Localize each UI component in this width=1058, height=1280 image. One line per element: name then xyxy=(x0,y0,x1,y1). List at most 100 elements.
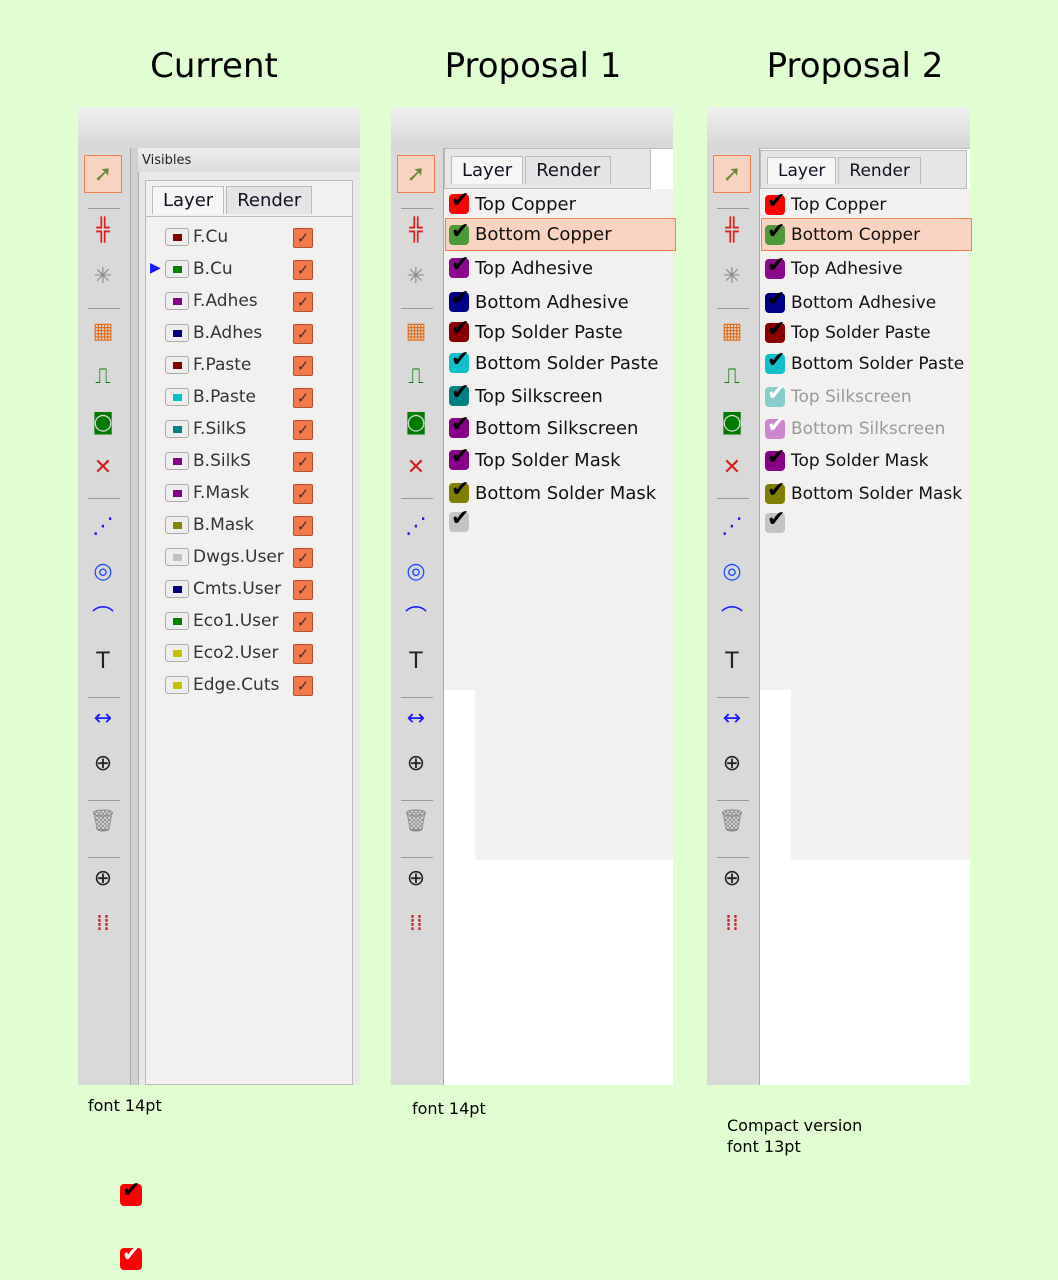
add-arc-tool[interactable]: ⌒ xyxy=(713,597,751,635)
layer-row[interactable]: Cmts.User xyxy=(165,579,281,599)
layer-row[interactable]: Bottom Silkscreen xyxy=(762,413,945,443)
delete-tool[interactable]: 🗑 xyxy=(397,802,435,840)
layer-row[interactable]: Top Copper xyxy=(446,188,576,218)
layer-row[interactable]: Bottom Solder Mask xyxy=(762,478,962,508)
layer-row[interactable]: Top Solder Mask xyxy=(446,444,621,474)
layer-color-swatch[interactable] xyxy=(165,324,189,342)
layer-visibility-checkbox[interactable] xyxy=(765,253,785,279)
layer-visible-checkbox[interactable]: ✓ xyxy=(293,324,313,344)
layer-color-swatch[interactable] xyxy=(165,260,189,278)
tab-layer[interactable]: Layer xyxy=(767,157,837,184)
layer-visibility-checkbox[interactable] xyxy=(449,506,469,532)
layer-row[interactable]: Eco1.User xyxy=(165,611,278,631)
layer-visible-checkbox[interactable]: ✓ xyxy=(293,612,313,632)
local-ratsnest-tool[interactable]: ✳ xyxy=(84,257,122,295)
select-arrow-tool[interactable]: ➚ xyxy=(713,155,751,193)
layer-row[interactable]: Bottom Silkscreen xyxy=(446,412,638,442)
layer-row[interactable]: Bottom Solder Paste xyxy=(762,348,964,378)
layer-row[interactable]: Top Adhesive xyxy=(446,252,593,282)
layer-row[interactable]: Top Silkscreen xyxy=(446,380,603,410)
tab-layer[interactable]: Layer xyxy=(152,186,225,214)
grid-origin-tool[interactable]: ⁞⁞ xyxy=(84,904,122,942)
layer-color-swatch[interactable] xyxy=(165,548,189,566)
tab-render[interactable]: Render xyxy=(226,186,313,214)
layer-visibility-checkbox[interactable] xyxy=(449,444,469,470)
layer-visible-checkbox[interactable]: ✓ xyxy=(293,388,313,408)
layer-row[interactable]: Bottom Solder Paste xyxy=(446,347,658,377)
add-footprint-tool[interactable]: ▦ xyxy=(713,312,751,350)
layer-row[interactable]: Eco2.User xyxy=(165,643,278,663)
layer-row[interactable]: Bottom Adhesive xyxy=(762,287,936,317)
layer-visible-checkbox[interactable]: ✓ xyxy=(293,228,313,248)
layer-row[interactable]: F.Cu xyxy=(165,227,228,247)
layer-visible-checkbox[interactable]: ✓ xyxy=(293,420,313,440)
tab-layer[interactable]: Layer xyxy=(451,156,524,184)
layer-visibility-checkbox[interactable] xyxy=(765,219,785,245)
layer-row[interactable]: Top Solder Paste xyxy=(446,316,623,346)
layer-row[interactable]: B.Adhes xyxy=(165,323,262,343)
local-ratsnest-tool[interactable]: ✳ xyxy=(713,257,751,295)
add-text-tool[interactable]: T xyxy=(84,642,122,680)
add-dimension-tool[interactable]: ↔ xyxy=(397,699,435,737)
layer-visible-checkbox[interactable]: ✓ xyxy=(293,292,313,312)
route-track-tool[interactable]: ⎍ xyxy=(397,357,435,395)
tab-render[interactable]: Render xyxy=(838,157,921,184)
layer-visibility-checkbox[interactable] xyxy=(765,287,785,313)
layer-color-swatch[interactable] xyxy=(165,420,189,438)
place-origin-tool[interactable]: ⊕ xyxy=(84,859,122,897)
layer-color-swatch[interactable] xyxy=(165,484,189,502)
add-graphic-line-tool[interactable]: ⋰ xyxy=(84,507,122,545)
layer-row[interactable]: Bottom Copper xyxy=(445,218,676,251)
layer-visibility-checkbox[interactable] xyxy=(765,189,785,215)
layer-color-swatch[interactable] xyxy=(165,388,189,406)
layer-row[interactable]: F.Mask xyxy=(165,483,249,503)
layer-color-swatch[interactable] xyxy=(165,580,189,598)
add-circle-tool[interactable]: ◎ xyxy=(713,552,751,590)
add-text-tool[interactable]: T xyxy=(397,642,435,680)
layer-color-swatch[interactable] xyxy=(165,644,189,662)
layer-visibility-checkbox[interactable] xyxy=(449,188,469,214)
layer-visible-checkbox[interactable]: ✓ xyxy=(293,260,313,280)
add-target-tool[interactable]: ⊕ xyxy=(84,744,122,782)
layer-row[interactable]: Top Copper xyxy=(762,189,886,219)
layer-row[interactable]: Dwgs.User xyxy=(165,547,284,567)
layer-visibility-checkbox[interactable] xyxy=(765,348,785,374)
add-target-tool[interactable]: ⊕ xyxy=(397,744,435,782)
layer-visible-checkbox[interactable]: ✓ xyxy=(293,516,313,536)
layer-row[interactable] xyxy=(762,507,791,537)
layer-visible-checkbox[interactable]: ✓ xyxy=(293,580,313,600)
layer-visibility-checkbox[interactable] xyxy=(449,477,469,503)
layer-color-swatch[interactable] xyxy=(165,452,189,470)
layer-row[interactable]: Top Solder Mask xyxy=(762,445,928,475)
highlight-net-tool[interactable]: ╬ xyxy=(713,211,751,249)
add-circle-tool[interactable]: ◎ xyxy=(84,552,122,590)
add-keepout-tool[interactable]: ✕ xyxy=(84,448,122,486)
add-dimension-tool[interactable]: ↔ xyxy=(84,699,122,737)
grid-origin-tool[interactable]: ⁞⁞ xyxy=(397,904,435,942)
add-target-tool[interactable]: ⊕ xyxy=(713,744,751,782)
highlight-net-tool[interactable]: ╬ xyxy=(84,211,122,249)
layer-color-swatch[interactable] xyxy=(165,676,189,694)
grid-origin-tool[interactable]: ⁞⁞ xyxy=(713,904,751,942)
local-ratsnest-tool[interactable]: ✳ xyxy=(397,257,435,295)
add-arc-tool[interactable]: ⌒ xyxy=(397,597,435,635)
layer-visibility-checkbox[interactable] xyxy=(449,316,469,342)
layer-visibility-checkbox[interactable] xyxy=(449,252,469,278)
place-origin-tool[interactable]: ⊕ xyxy=(397,859,435,897)
layer-row[interactable]: F.SilkS xyxy=(165,419,246,439)
layer-row[interactable]: Top Solder Paste xyxy=(762,317,931,347)
layer-row[interactable]: B.Mask xyxy=(165,515,254,535)
layer-visibility-checkbox[interactable] xyxy=(449,286,469,312)
layer-row[interactable]: F.Adhes xyxy=(165,291,258,311)
add-footprint-tool[interactable]: ▦ xyxy=(397,312,435,350)
add-arc-tool[interactable]: ⌒ xyxy=(84,597,122,635)
select-arrow-tool[interactable]: ➚ xyxy=(397,155,435,193)
layer-visible-checkbox[interactable]: ✓ xyxy=(293,356,313,376)
add-circle-tool[interactable]: ◎ xyxy=(397,552,435,590)
layer-color-swatch[interactable] xyxy=(165,356,189,374)
layer-visibility-checkbox[interactable] xyxy=(765,507,785,533)
splitter[interactable] xyxy=(131,148,139,1085)
delete-tool[interactable]: 🗑 xyxy=(713,802,751,840)
layer-visible-checkbox[interactable]: ✓ xyxy=(293,548,313,568)
delete-tool[interactable]: 🗑 xyxy=(84,802,122,840)
